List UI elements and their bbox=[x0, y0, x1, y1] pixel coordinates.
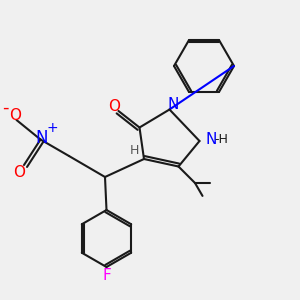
Text: N: N bbox=[205, 132, 217, 147]
Text: H: H bbox=[130, 144, 139, 157]
Text: -: - bbox=[2, 99, 8, 117]
Text: O: O bbox=[108, 99, 120, 114]
Text: N: N bbox=[167, 97, 179, 112]
Text: F: F bbox=[102, 268, 111, 284]
Text: O: O bbox=[9, 108, 21, 123]
Text: +: + bbox=[46, 121, 58, 135]
Text: -H: -H bbox=[214, 133, 228, 146]
Text: N: N bbox=[36, 129, 48, 147]
Text: O: O bbox=[14, 165, 26, 180]
